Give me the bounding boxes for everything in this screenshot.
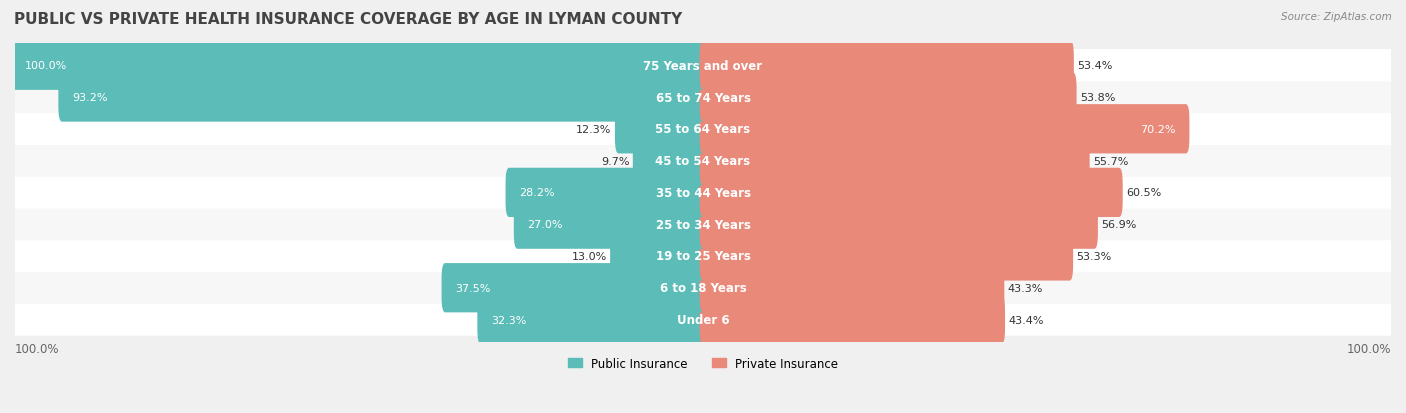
FancyBboxPatch shape [15,145,1391,177]
Text: 53.8%: 53.8% [1080,93,1115,103]
Text: Source: ZipAtlas.com: Source: ZipAtlas.com [1281,12,1392,22]
Text: 56.9%: 56.9% [1101,220,1136,230]
FancyBboxPatch shape [441,263,706,313]
FancyBboxPatch shape [614,105,706,154]
Text: 100.0%: 100.0% [25,61,67,71]
FancyBboxPatch shape [513,200,706,249]
FancyBboxPatch shape [700,105,1189,154]
Text: 37.5%: 37.5% [456,283,491,293]
FancyBboxPatch shape [700,232,1073,281]
Legend: Public Insurance, Private Insurance: Public Insurance, Private Insurance [564,352,842,375]
FancyBboxPatch shape [506,169,706,218]
Text: 100.0%: 100.0% [1347,342,1391,356]
Text: 43.4%: 43.4% [1008,315,1045,325]
FancyBboxPatch shape [15,113,1391,146]
Text: 35 to 44 Years: 35 to 44 Years [655,186,751,199]
Text: 70.2%: 70.2% [1140,124,1175,135]
FancyBboxPatch shape [477,295,706,344]
Text: PUBLIC VS PRIVATE HEALTH INSURANCE COVERAGE BY AGE IN LYMAN COUNTY: PUBLIC VS PRIVATE HEALTH INSURANCE COVER… [14,12,682,27]
Text: 19 to 25 Years: 19 to 25 Years [655,250,751,263]
Text: 6 to 18 Years: 6 to 18 Years [659,282,747,294]
Text: 32.3%: 32.3% [491,315,526,325]
FancyBboxPatch shape [700,73,1077,122]
FancyBboxPatch shape [610,232,706,281]
Text: 12.3%: 12.3% [576,124,612,135]
Text: 55 to 64 Years: 55 to 64 Years [655,123,751,136]
FancyBboxPatch shape [58,73,706,122]
Text: 28.2%: 28.2% [519,188,555,198]
Text: 60.5%: 60.5% [1126,188,1161,198]
Text: 27.0%: 27.0% [527,220,562,230]
Text: 55.7%: 55.7% [1092,156,1129,166]
Text: 43.3%: 43.3% [1008,283,1043,293]
FancyBboxPatch shape [700,41,1074,90]
Text: 25 to 34 Years: 25 to 34 Years [655,218,751,231]
Text: 53.3%: 53.3% [1077,252,1112,261]
FancyBboxPatch shape [700,137,1090,186]
FancyBboxPatch shape [15,304,1391,336]
Text: 75 Years and over: 75 Years and over [644,59,762,73]
FancyBboxPatch shape [15,240,1391,273]
FancyBboxPatch shape [15,272,1391,304]
FancyBboxPatch shape [633,137,706,186]
Text: 9.7%: 9.7% [600,156,630,166]
FancyBboxPatch shape [11,41,706,90]
FancyBboxPatch shape [700,200,1098,249]
Text: 53.4%: 53.4% [1077,61,1112,71]
FancyBboxPatch shape [700,169,1122,218]
FancyBboxPatch shape [700,295,1005,344]
Text: 13.0%: 13.0% [571,252,606,261]
FancyBboxPatch shape [700,263,1004,313]
Text: Under 6: Under 6 [676,313,730,326]
FancyBboxPatch shape [15,177,1391,209]
Text: 45 to 54 Years: 45 to 54 Years [655,155,751,168]
FancyBboxPatch shape [15,209,1391,241]
Text: 65 to 74 Years: 65 to 74 Years [655,91,751,104]
Text: 93.2%: 93.2% [72,93,108,103]
FancyBboxPatch shape [15,50,1391,82]
FancyBboxPatch shape [15,82,1391,114]
Text: 100.0%: 100.0% [15,342,59,356]
